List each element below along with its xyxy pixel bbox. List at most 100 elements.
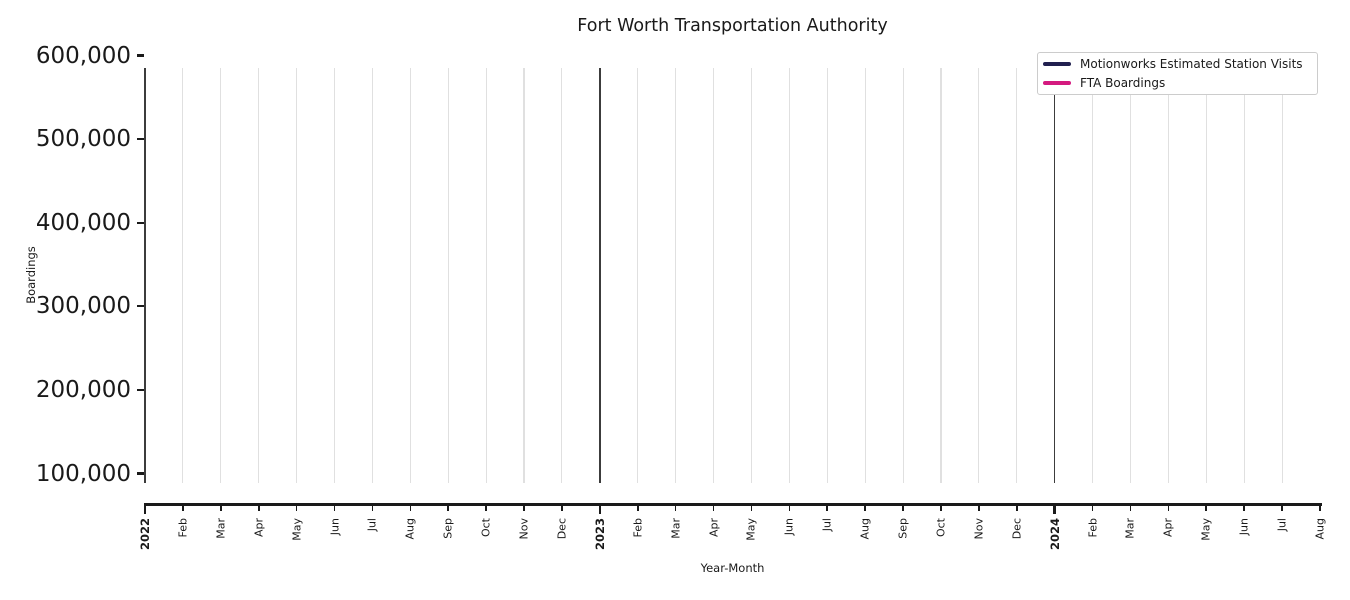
gridline-month [1243,68,1245,483]
gridline-month [826,68,828,483]
gridline-month [788,68,790,483]
x-tick-minor [1319,505,1321,512]
y-tick [136,472,144,475]
gridline-month [978,68,980,483]
x-tick-minor [750,505,753,512]
x-tick-minor [1015,505,1018,512]
x-tick-minor [674,505,677,512]
x-tick-label: Sep [441,518,455,539]
x-tick-label: Jun [328,518,342,536]
x-tick-label: Nov [972,518,986,540]
x-tick-label: Apr [707,518,721,538]
x-tick-label: Feb [176,518,190,538]
x-tick-minor [333,505,336,512]
x-tick-label: Mar [1123,518,1137,539]
x-tick-label: Dec [1010,518,1024,540]
gridline-month [409,68,411,483]
x-tick-label: Mar [669,518,683,539]
y-tick [136,388,144,391]
y-tick-label: 600,000 [35,42,131,69]
x-tick-label: Jul [1275,518,1289,532]
gridline-month [1167,68,1169,483]
x-tick-minor [182,505,184,512]
gridline-year [144,68,146,483]
x-tick-minor [1167,505,1170,512]
x-tick-minor [902,505,904,512]
gridline-year [599,68,601,483]
gridline-month [485,68,487,483]
legend-item: FTA Boardings [1043,74,1317,92]
gridline-month [182,68,184,483]
legend-item: Motionworks Estimated Station Visits [1043,55,1317,73]
x-tick-label: 2024 [1047,518,1062,551]
y-tick [136,138,144,141]
legend-line-swatch [1043,81,1071,85]
x-tick-label: Jul [820,518,834,532]
x-tick-label: Feb [631,518,645,538]
x-tick-minor [940,505,942,512]
x-tick-minor [220,505,222,512]
x-tick-major [598,505,602,514]
x-tick-major [143,505,147,514]
x-tick-major [1053,505,1056,514]
gridline-month [447,68,449,483]
x-tick-minor [561,505,563,512]
x-tick-label: Aug [1313,518,1327,540]
x-tick-label: May [1199,518,1213,541]
x-tick-label: 2023 [592,518,607,551]
x-tick-minor [371,505,374,512]
y-tick-label: 300,000 [35,293,131,320]
x-tick-minor [1281,505,1283,512]
x-tick-label: Jul [365,518,379,532]
x-tick-label: May [744,518,758,541]
x-tick-minor [978,505,980,512]
gridline-month [1016,68,1018,483]
x-tick-minor [523,505,525,512]
x-tick-label: Apr [1161,518,1175,538]
x-tick-label: Dec [555,518,569,540]
x-tick-minor [257,505,260,512]
chart-title: Fort Worth Transportation Authority [577,16,888,36]
x-tick-minor [1243,505,1245,512]
x-tick-minor [1205,505,1208,512]
y-tick [136,54,144,57]
y-tick [136,305,144,308]
gridline-month [1205,68,1207,483]
gridline-month [296,68,298,483]
x-tick-minor [826,505,829,512]
x-tick-label: Mar [214,518,228,539]
x-tick-label: Jun [1237,518,1251,536]
x-tick-label: Oct [479,518,493,538]
gridline-month [523,68,525,483]
y-tick-label: 500,000 [35,126,131,153]
gridline-year [1053,68,1056,483]
legend: Motionworks Estimated Station Visits FTA … [1037,52,1318,95]
gridline-month [864,68,866,483]
x-tick-minor [485,505,487,512]
x-tick-label: Feb [1086,518,1100,538]
gridline-month [258,68,260,483]
x-tick-minor [712,505,715,512]
x-tick-minor [636,505,639,512]
x-tick-label: Nov [517,518,531,540]
legend-label: Motionworks Estimated Station Visits [1080,57,1303,71]
y-tick [136,221,144,224]
y-tick-label: 400,000 [35,209,131,236]
gridline-month [1281,68,1283,483]
x-tick-label: May [290,518,304,541]
gridline-month [712,68,715,483]
x-tick-minor [788,505,791,512]
gridline-month [220,68,222,483]
x-tick-label: Aug [858,518,872,540]
x-tick-minor [864,505,866,512]
gridline-month [637,68,639,483]
gridline-month [1129,68,1132,483]
gridline-month [750,68,752,483]
x-tick-label: Sep [896,518,910,539]
y-tick-label: 100,000 [35,460,131,487]
gridline-month [1092,68,1094,483]
x-tick-label: Aug [403,518,417,540]
x-axis-spine [143,503,1322,506]
x-tick-label: Oct [934,518,948,538]
